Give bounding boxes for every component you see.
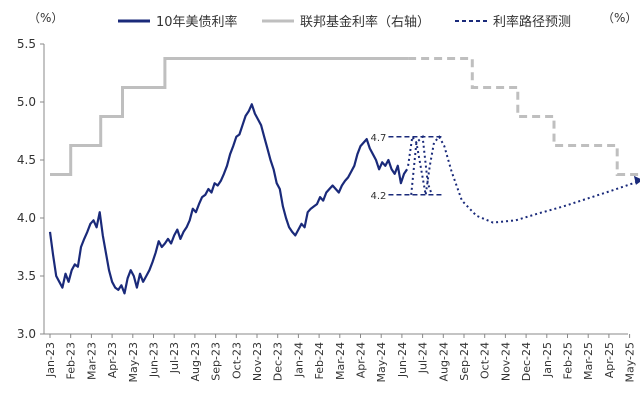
annotation-level-label: 4.2: [370, 191, 386, 202]
y-axis-unit-right: （%）: [602, 11, 637, 25]
forecast-path-line: [407, 134, 640, 224]
x-tick-label: Sep-23: [210, 342, 223, 381]
x-tick-label: Apr-25: [603, 342, 616, 378]
forecast-arrowhead: [633, 175, 640, 185]
x-tick-label: Apr-24: [355, 342, 368, 378]
x-tick-label: Apr-23: [106, 342, 119, 378]
annotation-level-label: 4.7: [370, 133, 386, 144]
x-tick-label: Sep-24: [458, 342, 471, 381]
x-tick-label: Jun-24: [396, 342, 409, 378]
axes: 3.0 3.5 4.0 4.5 5.0 5.5 Jan-23 Feb-23 Mar-23 Apr-…: [17, 37, 637, 383]
legend-label-forecast: 利率路径预测: [493, 14, 571, 30]
x-tick-label: Mar-23: [85, 342, 98, 380]
x-tick-label: Jul-23: [168, 342, 181, 374]
series-layer: [48, 57, 640, 295]
y-tick-label: 4.5: [17, 153, 36, 167]
y-tick-label: 5.5: [17, 37, 36, 51]
x-tick-label: Oct-23: [230, 342, 243, 379]
x-tick-label: May-23: [127, 342, 140, 383]
x-tick-label: Jan-23: [44, 342, 57, 378]
x-tick-label: Nov-24: [499, 342, 512, 381]
x-tick-label: Dec-23: [272, 342, 285, 381]
fed-funds-line: [50, 57, 409, 176]
legend-label-fed: 联邦基金利率（右轴）: [300, 14, 430, 30]
x-tick-label: Mar-25: [582, 342, 595, 380]
legend-label-treasury: 10年美债利率: [156, 14, 238, 30]
x-tick-label: Feb-23: [65, 342, 78, 379]
y-tick-label: 4.0: [17, 211, 36, 225]
forecast-oscillation-line: [410, 134, 433, 196]
y-tick-label: 5.0: [17, 95, 36, 109]
x-tick-label: Feb-24: [313, 342, 326, 379]
x-tick-label: Jun-23: [148, 342, 161, 378]
legend: 10年美债利率 联邦基金利率（右轴） 利率路径预测: [118, 14, 571, 30]
y-tick-label: 3.0: [17, 327, 36, 341]
x-tick-label: Aug-24: [437, 342, 450, 381]
x-tick-label: Dec-24: [520, 342, 533, 381]
x-tick-label: Mar-24: [334, 342, 347, 380]
x-tick-label: Oct-24: [479, 342, 492, 379]
treasury-yield-line: [48, 103, 409, 295]
annotation-layer: 4.7 4.2: [370, 133, 444, 202]
x-tick-label: Feb-25: [562, 342, 575, 379]
fed-funds-forecast-line: [408, 57, 640, 176]
x-tick-label: Jan-25: [541, 342, 554, 378]
x-tick-label: Aug-23: [189, 342, 202, 381]
x-tick-label: May-25: [624, 342, 637, 383]
y-tick-label: 3.5: [17, 269, 36, 283]
y-axis-unit-left: （%）: [28, 11, 63, 25]
x-tick-label: Jul-24: [417, 342, 430, 374]
x-tick-label: May-24: [375, 342, 388, 383]
x-tick-label: Nov-23: [251, 342, 264, 381]
x-tick-label: Jan-24: [292, 342, 305, 378]
